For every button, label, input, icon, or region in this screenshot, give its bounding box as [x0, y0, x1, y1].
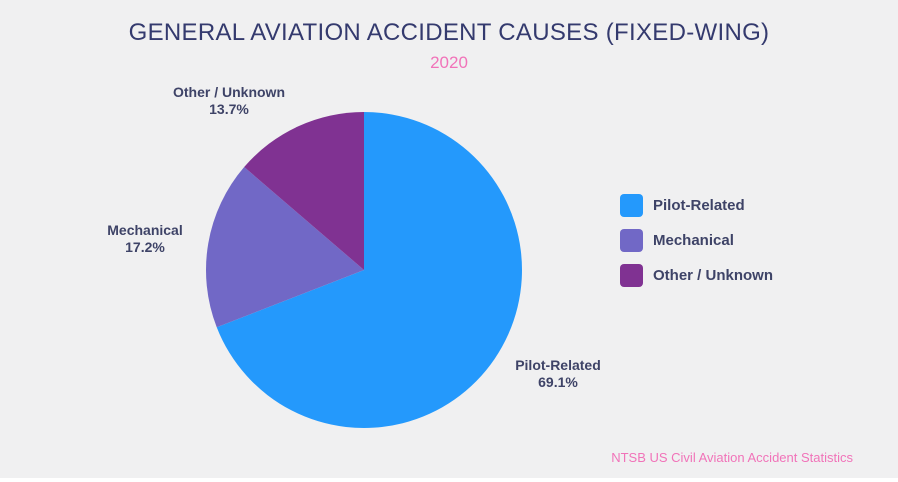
legend-swatch-other-unknown: [620, 264, 643, 287]
slice-label-value: 69.1%: [538, 374, 578, 390]
bottom-border: [0, 478, 898, 482]
source-credit: NTSB US Civil Aviation Accident Statisti…: [611, 450, 853, 465]
legend-label: Mechanical: [653, 232, 734, 249]
slice-label-mechanical: Mechanical 17.2%: [45, 222, 245, 256]
chart-subtitle: 2020: [430, 53, 468, 72]
pie-slice-pilot-related: [216, 112, 522, 428]
slice-label-name: Other / Unknown: [173, 84, 285, 100]
pie-slice-mechanical: [205, 167, 364, 328]
legend-item-other-unknown: Other / Unknown: [620, 264, 773, 287]
pie-chart: [205, 112, 522, 428]
legend-item-mechanical: Mechanical: [620, 229, 773, 252]
slice-label-value: 17.2%: [125, 239, 165, 255]
legend-swatch-mechanical: [620, 229, 643, 252]
slice-label-other-unknown: Other / Unknown 13.7%: [129, 84, 329, 118]
legend-item-pilot-related: Pilot-Related: [620, 194, 773, 217]
pie-slice-other-unknown: [244, 112, 364, 270]
legend: Pilot-Related Mechanical Other / Unknown: [620, 194, 773, 299]
slice-label-name: Pilot-Related: [515, 357, 601, 373]
slice-label-name: Mechanical: [107, 222, 183, 238]
legend-label: Other / Unknown: [653, 267, 773, 284]
chart-title: GENERAL AVIATION ACCIDENT CAUSES (FIXED-…: [128, 19, 770, 46]
slice-label-value: 13.7%: [209, 101, 249, 117]
legend-label: Pilot-Related: [653, 197, 745, 214]
legend-swatch-pilot-related: [620, 194, 643, 217]
slice-label-pilot-related: Pilot-Related 69.1%: [458, 357, 658, 391]
